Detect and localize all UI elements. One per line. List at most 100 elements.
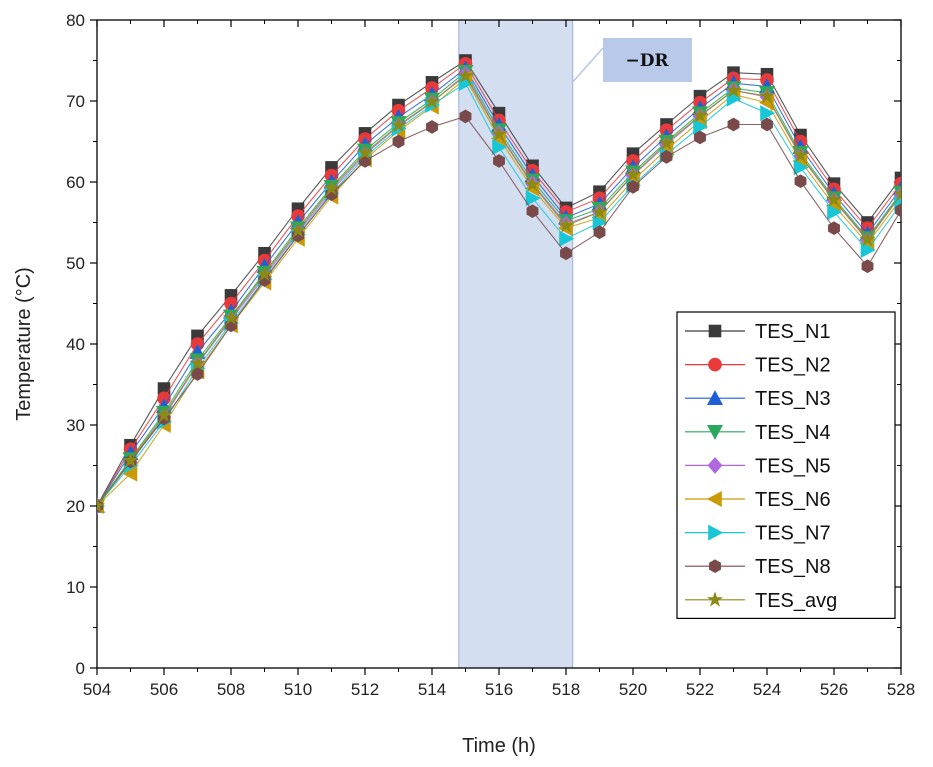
data-point <box>727 117 740 132</box>
data-point <box>490 125 508 142</box>
data-point <box>390 116 407 133</box>
legend-label: TES_N5 <box>755 455 831 477</box>
x-axis-title: Time (h) <box>462 735 536 757</box>
data-point <box>289 222 307 238</box>
series-tes-n8 <box>97 109 901 513</box>
legend-marker <box>708 357 722 372</box>
y-tick-label: 20 <box>66 497 85 516</box>
dr-callout-box <box>603 38 692 82</box>
legend-marker <box>706 424 724 440</box>
data-point <box>694 130 706 145</box>
legend-marker <box>709 559 721 574</box>
data-point <box>493 154 505 168</box>
data-point <box>593 225 606 240</box>
x-tick-label: 508 <box>217 680 245 699</box>
data-point <box>760 105 776 122</box>
x-tick-label: 526 <box>820 680 848 699</box>
axis-ticks: 504 506 508 510 512 514 516 518 520 522 524 526 528 0… <box>66 11 915 699</box>
x-tick-label: 512 <box>351 680 379 699</box>
data-point <box>761 117 773 132</box>
data-point <box>560 246 572 261</box>
data-point <box>423 93 441 109</box>
legend-label: TES_N4 <box>755 422 831 444</box>
data-point <box>859 231 876 247</box>
data-point <box>591 203 608 219</box>
data-point <box>725 82 742 98</box>
data-point <box>895 203 901 218</box>
data-point <box>559 230 575 247</box>
y-tick-label: 10 <box>66 578 85 597</box>
dr-callout-label: −DR <box>625 51 669 71</box>
data-point <box>524 175 541 192</box>
x-tick-label: 522 <box>686 680 714 699</box>
data-point <box>459 109 472 124</box>
data-point <box>827 203 843 220</box>
x-tick-label: 506 <box>150 680 178 699</box>
data-point <box>793 159 809 176</box>
data-point <box>794 174 807 189</box>
data-point <box>222 309 240 325</box>
x-tick-label: 514 <box>418 680 446 699</box>
legend-label: TES_N7 <box>755 523 831 545</box>
y-tick-label: 70 <box>66 92 85 111</box>
legend-label: TES_N6 <box>755 489 831 511</box>
x-tick-label: 516 <box>485 680 513 699</box>
legend-marker <box>708 524 724 541</box>
data-point <box>658 134 675 150</box>
legend-label: TES_N2 <box>755 355 831 377</box>
data-point <box>526 204 539 219</box>
data-point <box>155 406 173 423</box>
data-point <box>693 118 709 135</box>
data-point <box>758 87 776 103</box>
legend-marker <box>706 390 724 406</box>
data-point <box>356 144 374 160</box>
data-point <box>825 191 843 207</box>
x-tick-label: 504 <box>83 680 111 699</box>
data-point <box>426 120 438 134</box>
series-tes-avg <box>97 67 901 513</box>
series-layer <box>97 54 901 515</box>
legend-marker <box>706 490 722 508</box>
data-point <box>189 354 206 371</box>
legend-label: TES_N3 <box>755 388 831 410</box>
data-point <box>691 107 709 123</box>
data-point <box>525 190 541 207</box>
dr-callout-prefix: − <box>625 51 639 71</box>
legend-label: TES_N8 <box>755 556 831 578</box>
data-point <box>457 67 474 83</box>
y-tick-label: 80 <box>66 11 85 30</box>
data-point <box>660 150 673 164</box>
y-tick-label: 0 <box>76 659 85 678</box>
data-point <box>627 180 639 194</box>
data-point <box>323 180 340 196</box>
y-axis-title: Temperature (°C) <box>13 267 35 421</box>
legend: TES_N1 TES_N2 TES_N3 TES_N4 TES_N5 TES_N6 TES_… <box>676 311 896 619</box>
legend-marker <box>707 456 723 474</box>
data-point <box>191 367 204 381</box>
x-tick-label: 524 <box>753 680 781 699</box>
data-point <box>828 221 840 236</box>
y-tick-label: 30 <box>66 416 85 435</box>
data-point <box>792 146 809 163</box>
legend-marker <box>706 591 724 607</box>
data-point <box>256 265 273 282</box>
data-point <box>624 166 642 182</box>
y-tick-label: 60 <box>66 173 85 192</box>
dr-callout-leader <box>572 47 604 83</box>
legend-marker <box>708 324 722 338</box>
y-tick-label: 50 <box>66 254 85 273</box>
y-tick-label: 40 <box>66 335 85 354</box>
x-tick-label: 520 <box>619 680 647 699</box>
data-point <box>892 185 901 201</box>
data-point <box>122 452 139 468</box>
data-point <box>860 242 876 259</box>
dr-callout-text: DR <box>640 51 670 71</box>
legend-label: TES_N1 <box>755 321 831 343</box>
data-point <box>557 217 575 233</box>
dr-period-band <box>458 19 574 669</box>
legend-label: TES_avg <box>755 590 837 612</box>
x-tick-label: 528 <box>887 680 915 699</box>
data-point <box>492 139 508 156</box>
data-point <box>97 497 106 513</box>
